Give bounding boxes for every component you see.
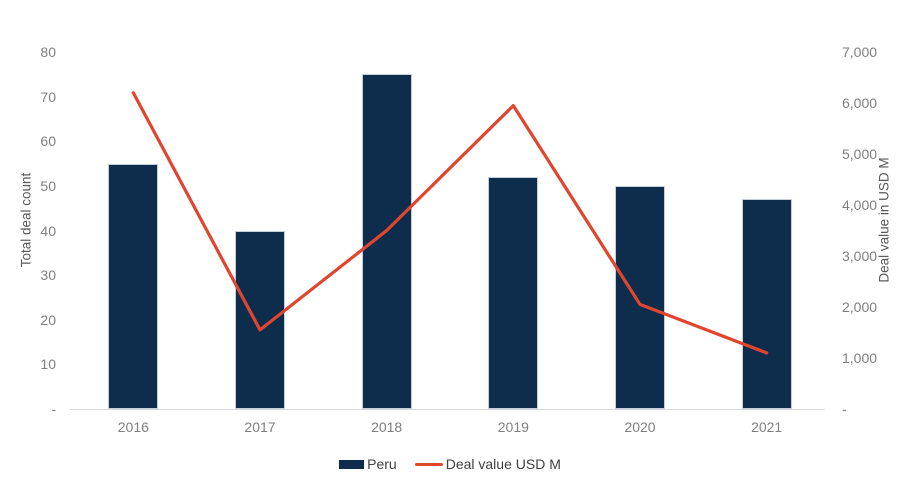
left-axis-tick-label: 30 bbox=[40, 267, 56, 284]
right-axis-tick-label: 5,000 bbox=[842, 146, 878, 162]
deal-value-line bbox=[131, 91, 769, 355]
legend-label-peru: Peru bbox=[367, 456, 397, 472]
right-axis-tick-label: 6,000 bbox=[842, 95, 878, 111]
x-axis-label-2019: 2019 bbox=[497, 419, 529, 435]
bar-2017 bbox=[235, 230, 285, 409]
legend-bar-swatch bbox=[339, 459, 365, 469]
left-axis-tick-label: 70 bbox=[40, 88, 56, 105]
bar-2019 bbox=[488, 176, 539, 409]
right-axis-tick-labels: - 1,000 2,000 3,000 4,000 5,000 6,000 7,000 bbox=[842, 0, 900, 488]
x-axis-label-2020: 2020 bbox=[624, 419, 656, 435]
bar-2016 bbox=[108, 163, 159, 409]
x-axis-label-2021: 2021 bbox=[751, 419, 783, 435]
right-axis-tick-label: 2,000 bbox=[842, 299, 878, 315]
plot-area bbox=[70, 52, 830, 410]
left-axis-tick-label: 10 bbox=[40, 356, 56, 373]
x-axis-label-2017: 2017 bbox=[244, 419, 276, 435]
left-axis-tick-label: - bbox=[51, 401, 56, 417]
left-axis-tick-label: 40 bbox=[40, 222, 56, 239]
x-axis-line bbox=[70, 409, 825, 410]
left-axis-tick-label: 50 bbox=[40, 177, 56, 194]
right-axis-tick-label: 7,000 bbox=[842, 44, 878, 60]
line-series-deal-value bbox=[131, 91, 769, 355]
right-axis-tick-label: 1,000 bbox=[842, 350, 878, 366]
legend-item-peru: Peru bbox=[339, 456, 397, 472]
legend-label-deal-value: Deal value USD M bbox=[445, 456, 561, 472]
left-axis-tick-label: 60 bbox=[40, 133, 56, 150]
left-axis-tick-label: 80 bbox=[40, 44, 56, 60]
bar-2021 bbox=[741, 199, 792, 409]
left-axis-tick-labels: - 10 20 30 40 50 60 70 80 bbox=[0, 0, 56, 488]
right-axis-tick-label: - bbox=[842, 401, 847, 417]
x-axis-label-2018: 2018 bbox=[371, 419, 403, 435]
x-axis-label-2016: 2016 bbox=[117, 419, 149, 435]
left-axis-tick-label: 20 bbox=[40, 311, 56, 328]
legend: Peru Deal value USD M bbox=[0, 456, 900, 472]
legend-line-swatch bbox=[414, 462, 443, 466]
bar-2020 bbox=[615, 185, 665, 409]
right-axis-tick-label: 4,000 bbox=[842, 197, 878, 213]
right-axis-tick-label: 3,000 bbox=[842, 248, 878, 264]
legend-item-deal-value: Deal value USD M bbox=[414, 456, 561, 472]
